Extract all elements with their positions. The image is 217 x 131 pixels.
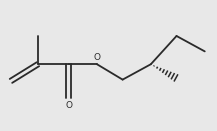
Text: O: O — [94, 53, 100, 62]
Text: O: O — [65, 101, 72, 110]
